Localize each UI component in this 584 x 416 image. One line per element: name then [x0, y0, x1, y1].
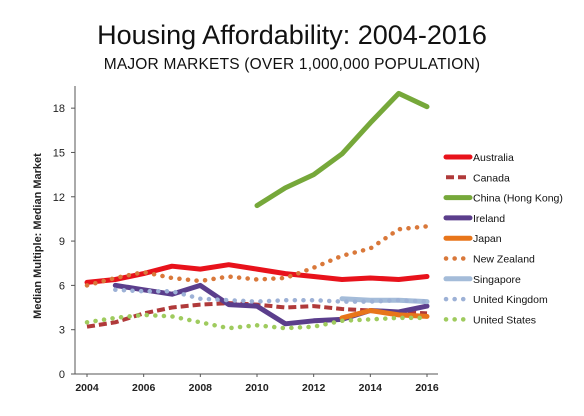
y-axis-label: Median Multiple: Median Market: [32, 153, 44, 319]
x-tick-label: 2006: [132, 382, 156, 394]
legend-label-canada: Canada: [473, 172, 510, 184]
y-tick-label: 6: [59, 280, 65, 292]
x-tick-label: 2014: [359, 382, 383, 394]
y-tick-label: 0: [59, 369, 65, 381]
x-tick-label: 2012: [302, 382, 326, 394]
legend-label-australia: Australia: [473, 152, 514, 164]
x-tick-label: 2010: [245, 382, 269, 394]
legend-label-singapore: Singapore: [473, 274, 521, 286]
y-tick-label: 15: [53, 147, 65, 159]
legend-label-ireland: Ireland: [473, 213, 505, 225]
legend-label-united-kingdom: United Kingdom: [473, 294, 548, 306]
y-tick-label: 12: [53, 192, 65, 204]
legend-label-new-zealand: New Zealand: [473, 254, 535, 266]
series-line-united-states: [87, 315, 427, 328]
x-tick-label: 2016: [415, 382, 439, 394]
y-tick-label: 9: [59, 236, 65, 248]
x-tick-label: 2008: [189, 382, 213, 394]
x-tick-label: 2004: [75, 382, 99, 394]
y-tick-label: 18: [53, 103, 65, 115]
y-tick-label: 3: [59, 325, 65, 337]
series-line-china-hong-kong: [257, 93, 427, 205]
legend-label-china-hong-kong: China (Hong Kong): [473, 193, 563, 205]
legend-label-united-states: United States: [473, 314, 536, 326]
legend-label-japan: Japan: [473, 233, 502, 245]
